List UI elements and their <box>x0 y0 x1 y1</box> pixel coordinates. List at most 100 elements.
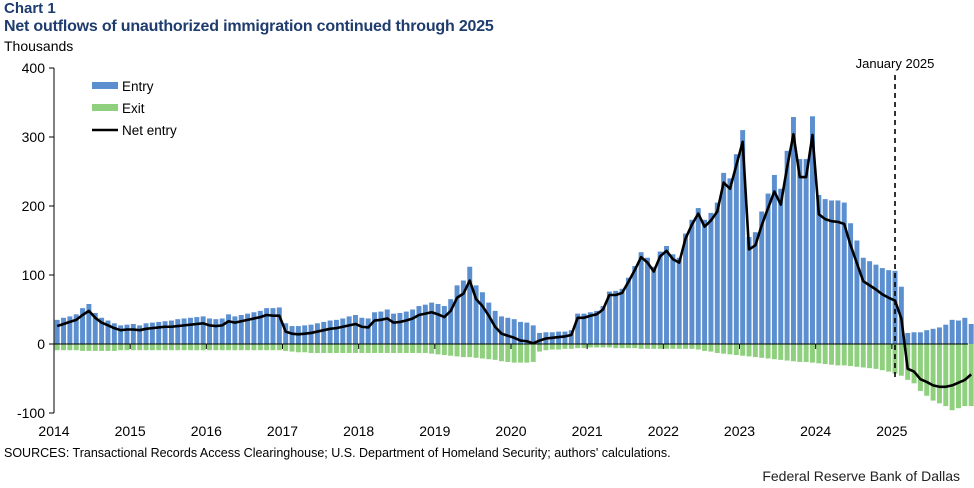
exit-bar <box>549 344 555 350</box>
entry-bar <box>105 320 111 344</box>
entry-bar <box>111 323 117 344</box>
entry-bar <box>822 199 828 344</box>
x-tick-label: 2025 <box>876 423 907 439</box>
entry-bar <box>962 317 968 344</box>
entry-bar <box>435 303 441 344</box>
entry-bar <box>930 328 936 344</box>
exit-bar <box>860 344 866 368</box>
entry-bar <box>746 237 752 344</box>
exit-bar <box>943 344 949 407</box>
entry-bar <box>632 266 638 344</box>
entry-bar <box>479 292 485 344</box>
legend-entry-label: Entry <box>122 79 154 94</box>
exit-bar <box>568 344 574 349</box>
y-tick-label: 200 <box>22 198 46 214</box>
exit-bar <box>759 344 765 358</box>
entry-bar <box>924 330 930 344</box>
entry-bar <box>327 320 333 344</box>
exit-bar <box>213 344 219 351</box>
entry-bar <box>276 307 282 344</box>
exit-bar <box>949 344 955 411</box>
exit-bar <box>168 344 174 351</box>
entry-bar <box>321 321 327 344</box>
entry-bar <box>651 266 657 344</box>
entry-bar <box>676 257 682 344</box>
entry-bar <box>752 232 758 344</box>
entry-bar <box>92 312 98 344</box>
exit-bar <box>162 344 168 351</box>
exit-bar <box>245 344 251 351</box>
entry-bar <box>702 219 708 344</box>
entry-bar <box>657 251 663 344</box>
entry-bar <box>454 285 460 344</box>
exit-bar <box>372 344 378 353</box>
entry-bar <box>162 321 168 344</box>
entry-bar <box>740 130 746 344</box>
entry-bar <box>232 316 238 344</box>
legend-exit-label: Exit <box>122 101 145 116</box>
entry-bar <box>403 311 409 344</box>
exit-bar <box>810 344 815 363</box>
entry-bar <box>867 261 873 344</box>
y-tick-label: 0 <box>37 336 45 352</box>
exit-bar <box>784 344 790 361</box>
entry-bar <box>156 321 162 344</box>
exit-bar <box>854 344 860 367</box>
entry-bar <box>854 240 860 344</box>
exit-bar <box>448 344 454 356</box>
exit-bar <box>911 344 917 384</box>
exit-bar <box>61 344 66 351</box>
entry-bar <box>708 212 714 344</box>
entry-bar <box>771 174 777 344</box>
exit-bar <box>803 344 809 362</box>
entry-bar <box>587 312 593 344</box>
entry-bar <box>207 318 212 344</box>
x-tick-label: 2019 <box>419 423 450 439</box>
entry-bar <box>391 313 397 344</box>
exit-bar <box>327 344 333 353</box>
exit-bar <box>670 344 676 349</box>
chart-number-label: Chart 1 <box>4 0 56 17</box>
entry-bar <box>765 193 771 344</box>
entry-bar <box>130 323 136 344</box>
entry-bar <box>879 268 885 344</box>
y-tick-label: -100 <box>17 405 45 421</box>
exit-bar <box>962 344 968 407</box>
entry-bar <box>168 320 174 344</box>
exit-bar <box>321 344 327 353</box>
exit-bar <box>644 344 650 349</box>
exit-bar <box>143 344 149 351</box>
entry-bar <box>568 330 574 344</box>
exit-bar <box>733 344 739 356</box>
entry-bar <box>943 324 949 344</box>
exit-bar <box>848 344 854 367</box>
exit-bar <box>708 344 714 352</box>
x-tick-label: 2024 <box>800 423 831 439</box>
exit-bar <box>359 344 365 353</box>
entry-bar <box>99 317 105 344</box>
entry-bar <box>73 314 79 344</box>
exit-bar <box>276 344 282 351</box>
entry-bar <box>333 319 339 344</box>
entry-bar <box>860 257 866 344</box>
exit-bar <box>917 344 923 391</box>
entry-bar <box>251 312 257 344</box>
entry-bar <box>670 254 676 344</box>
exit-bar <box>194 344 200 351</box>
exit-bar <box>898 344 904 376</box>
exit-bar <box>80 344 86 351</box>
entry-bar <box>689 219 695 344</box>
exit-bar <box>632 344 638 349</box>
entry-bar <box>537 332 543 344</box>
sources-note: SOURCES: Transactional Records Access Cl… <box>4 446 671 460</box>
exit-bar <box>581 344 587 349</box>
entry-bar <box>416 306 422 344</box>
exit-bar <box>556 344 562 350</box>
legend-net-label: Net entry <box>122 123 177 138</box>
entry-bar <box>721 172 727 344</box>
exit-bar <box>422 344 428 353</box>
entry-bar <box>359 317 365 344</box>
exit-bar <box>181 344 187 351</box>
entry-bar <box>365 318 371 344</box>
